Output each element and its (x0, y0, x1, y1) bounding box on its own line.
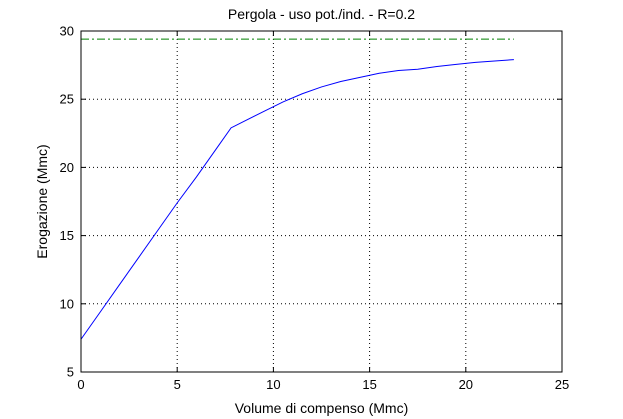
x-tick-label: 10 (266, 377, 280, 392)
y-tick-label: 10 (60, 296, 74, 311)
y-tick-label: 5 (67, 365, 74, 380)
y-tick-label: 15 (60, 228, 74, 243)
plot-area (81, 31, 562, 372)
y-tick-label: 20 (60, 160, 74, 175)
x-tick-label: 25 (555, 377, 569, 392)
x-tick-label: 15 (362, 377, 376, 392)
y-axis-title: Erogazione (Mmc) (34, 144, 50, 258)
grid (81, 31, 562, 372)
series-layer (80, 38, 514, 340)
y-tick-label: 30 (60, 24, 74, 39)
x-tick-label: 20 (459, 377, 473, 392)
chart-title: Pergola - uso pot./ind. - R=0.2 (228, 6, 415, 22)
x-axis-title: Volume di compenso (Mmc) (235, 400, 409, 416)
y-tick-label: 25 (60, 92, 74, 107)
plot-frame (80, 30, 563, 373)
series-line-erogazione (80, 59, 514, 340)
x-tick-label: 5 (174, 377, 181, 392)
x-tick-label: 0 (77, 377, 84, 392)
